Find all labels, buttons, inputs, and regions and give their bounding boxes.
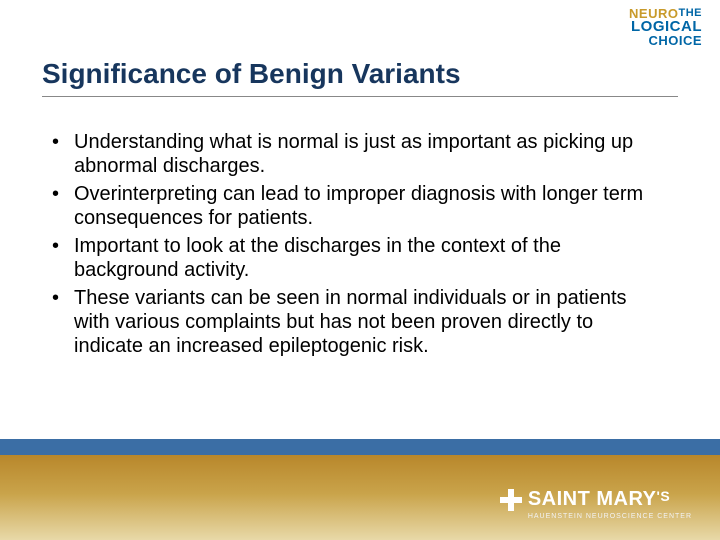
footer-bands: SAINT MARY'S HAUENSTEIN NEUROSCIENCE CEN… [0, 425, 720, 540]
list-item: Overinterpreting can lead to improper di… [50, 182, 660, 230]
band-blue [0, 439, 720, 455]
slide-content: Understanding what is normal is just as … [50, 130, 660, 362]
saint-marys-logo: SAINT MARY'S HAUENSTEIN NEUROSCIENCE CEN… [500, 488, 692, 520]
footer-logo-name: SAINT MARY [528, 488, 657, 510]
band-white [0, 425, 720, 439]
list-item: Understanding what is normal is just as … [50, 130, 660, 178]
logo-the: THE [679, 7, 703, 19]
brand-logo-top: NEUROTHE LOGICAL CHOICE [629, 8, 702, 47]
slide-title: Significance of Benign Variants [42, 58, 678, 97]
cross-icon [500, 489, 522, 511]
logo-line3: CHOICE [629, 35, 702, 47]
list-item: These variants can be seen in normal ind… [50, 286, 660, 358]
footer-logo-apos: 'S [657, 488, 671, 504]
footer-logo-subtitle: HAUENSTEIN NEUROSCIENCE CENTER [528, 513, 692, 520]
bullet-list: Understanding what is normal is just as … [50, 130, 660, 358]
list-item: Important to look at the discharges in t… [50, 234, 660, 282]
